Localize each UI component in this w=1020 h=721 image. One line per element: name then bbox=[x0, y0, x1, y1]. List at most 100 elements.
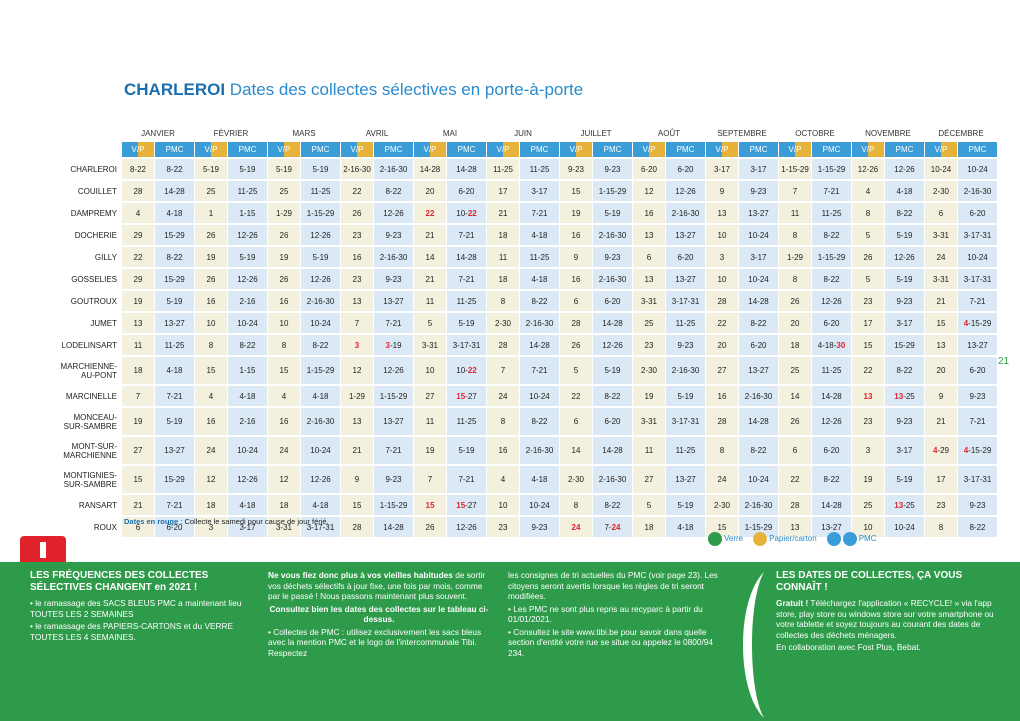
date-cell: 9 bbox=[560, 247, 592, 267]
date-cell: 11-25 bbox=[155, 335, 194, 355]
date-cell: 7-21 bbox=[447, 466, 486, 493]
title: CHARLEROI Dates des collectes sélectives… bbox=[124, 80, 583, 100]
date-cell: 14-28 bbox=[447, 159, 486, 179]
date-cell: 2-16-30 bbox=[301, 408, 340, 435]
date-cell: 7-21 bbox=[374, 313, 413, 333]
date-cell: 10 bbox=[195, 313, 227, 333]
date-cell: 7 bbox=[779, 181, 811, 201]
date-cell: 18 bbox=[487, 225, 519, 245]
date-cell: 13-27 bbox=[666, 466, 705, 493]
date-cell: 12-26 bbox=[228, 269, 267, 289]
date-part: 24 bbox=[611, 522, 621, 532]
date-cell: 2-30 bbox=[633, 357, 665, 384]
date-cell: 1-15 bbox=[228, 357, 267, 384]
date-cell: 3-17-31 bbox=[958, 269, 997, 289]
date-cell: 11-25 bbox=[487, 159, 519, 179]
date-cell: 5-19 bbox=[666, 386, 705, 406]
date-cell: 13-27 bbox=[812, 517, 851, 537]
date-part: 3 bbox=[385, 340, 390, 350]
date-part: 13 bbox=[894, 500, 904, 510]
locality: MONTIGNIES- SUR-SAMBRE bbox=[63, 470, 117, 489]
date-cell: 15-27 bbox=[447, 495, 486, 515]
date-cell: 2-30 bbox=[560, 466, 592, 493]
date-cell: 16 bbox=[487, 437, 519, 464]
date-cell: 29 bbox=[122, 269, 154, 289]
date-cell: 8 bbox=[779, 269, 811, 289]
date-cell: 3-17 bbox=[885, 313, 924, 333]
date-cell: 25 bbox=[633, 313, 665, 333]
month: JANVIER bbox=[141, 128, 175, 138]
date-cell: 13-25 bbox=[885, 386, 924, 406]
date-part: -29 bbox=[937, 446, 949, 455]
date-cell: 7 bbox=[122, 386, 154, 406]
date-cell: 2-16-30 bbox=[593, 225, 632, 245]
date-cell: 11 bbox=[414, 291, 446, 311]
date-cell: 7-21 bbox=[958, 408, 997, 435]
date-cell: 5 bbox=[852, 225, 884, 245]
date-part: 15 bbox=[425, 500, 435, 510]
date-cell: 3-31 bbox=[925, 225, 957, 245]
date-cell: 11-25 bbox=[812, 203, 851, 223]
date-cell: 29 bbox=[122, 225, 154, 245]
date-cell: 14-28 bbox=[812, 386, 851, 406]
date-cell: 5-19 bbox=[268, 159, 300, 179]
legend-item: Verre bbox=[708, 532, 743, 546]
date-cell: 13 bbox=[633, 269, 665, 289]
date-cell: 14-28 bbox=[812, 495, 851, 515]
locality: MARCINELLE bbox=[65, 391, 117, 401]
date-cell: 18 bbox=[195, 495, 227, 515]
date-cell: 9-23 bbox=[520, 517, 559, 537]
item: • Collectes de PMC : utilisez exclusivem… bbox=[268, 626, 482, 658]
subheader: PMC bbox=[520, 142, 559, 157]
locality: DAMPREMY bbox=[70, 208, 117, 218]
date-cell: 6-20 bbox=[633, 159, 665, 179]
item: • le ramassage des PAPIERS-CARTONS et du… bbox=[30, 621, 234, 642]
date-cell: 2-16-30 bbox=[666, 203, 705, 223]
col4: LES DATES DE COLLECTES, ÇA VOUS CONNAÎT … bbox=[776, 570, 1006, 655]
locality: COUILLET bbox=[77, 186, 117, 196]
date-cell: 20 bbox=[706, 335, 738, 355]
date-cell: 18 bbox=[633, 517, 665, 537]
date-cell: 5-19 bbox=[195, 159, 227, 179]
date-cell: 21 bbox=[487, 203, 519, 223]
date-cell: 10 bbox=[268, 313, 300, 333]
date-cell: 5-19 bbox=[593, 203, 632, 223]
date-cell: 9-23 bbox=[885, 408, 924, 435]
date-cell: 10-24 bbox=[739, 466, 778, 493]
month: JUIN bbox=[514, 128, 532, 138]
date-part: -15-29 bbox=[968, 318, 992, 328]
date-cell: 3-17 bbox=[739, 159, 778, 179]
date-part: -15-29 bbox=[968, 446, 992, 455]
date-cell: 8 bbox=[852, 203, 884, 223]
legend: Verre Papier/carton PMC bbox=[708, 532, 877, 546]
date-cell: 8-22 bbox=[301, 335, 340, 355]
date-cell: 11-25 bbox=[447, 291, 486, 311]
date-part: 22 bbox=[467, 208, 477, 218]
date-part: -19 bbox=[389, 340, 402, 350]
date-cell: 19 bbox=[852, 466, 884, 493]
date-cell: 5-19 bbox=[885, 269, 924, 289]
date-cell: 7-21 bbox=[155, 386, 194, 406]
date-cell: 14 bbox=[779, 386, 811, 406]
date-cell: 12-26 bbox=[228, 225, 267, 245]
date-cell: 12-26 bbox=[885, 247, 924, 267]
date-cell: 28 bbox=[122, 181, 154, 201]
date-cell: 10-24 bbox=[958, 159, 997, 179]
subheader: PMC bbox=[739, 142, 778, 157]
date-cell: 1-15-29 bbox=[374, 495, 413, 515]
text: Téléchargez l'application « RECYCLE! » v… bbox=[776, 598, 994, 640]
date-cell: 6-20 bbox=[593, 291, 632, 311]
credit: En collaboration avec Fost Plus, Bebat. bbox=[776, 642, 921, 652]
date-cell: 4-18 bbox=[520, 269, 559, 289]
date-cell: 12-26 bbox=[228, 466, 267, 493]
date-cell: 2-16-30 bbox=[301, 291, 340, 311]
date-cell: 17 bbox=[487, 181, 519, 201]
col-title: LES FRÉQUENCES DES COLLECTES SÉLECTIVES … bbox=[30, 570, 209, 593]
date-cell: 9-23 bbox=[593, 247, 632, 267]
date-cell: 2-16-30 bbox=[341, 159, 373, 179]
date-cell: 5 bbox=[633, 495, 665, 515]
date-cell: 26 bbox=[268, 225, 300, 245]
date-cell: 5-19 bbox=[447, 313, 486, 333]
date-cell: 15-27 bbox=[447, 386, 486, 406]
date-cell: 6 bbox=[925, 203, 957, 223]
